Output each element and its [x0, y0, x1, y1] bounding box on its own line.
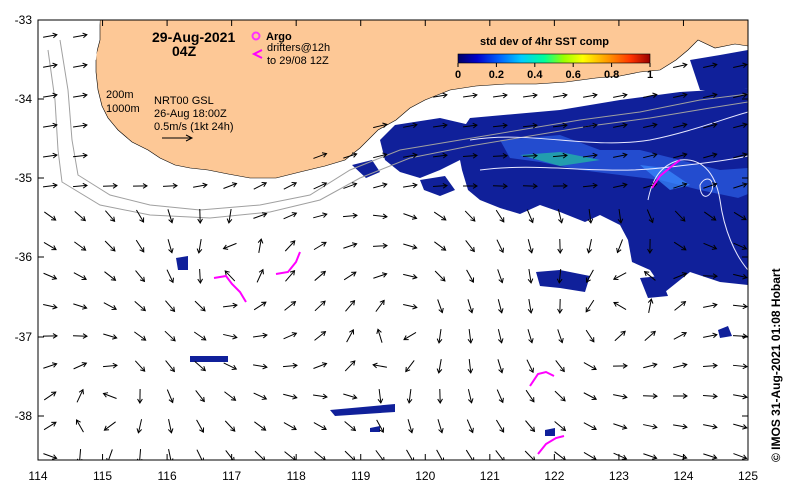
- argo-icon: [251, 31, 261, 41]
- argo-label: Argo: [266, 31, 292, 43]
- model-name: NRT00 GSL: [154, 95, 214, 107]
- info-block: 200m 1000m NRT00 GSL 26-Aug 18:00Z 0.5m/…: [106, 89, 233, 142]
- x-tick-label: 119: [351, 469, 370, 483]
- colorbar-tick-label: 1: [647, 69, 653, 81]
- drifters-line2: to 29/08 12Z: [267, 55, 329, 67]
- map-date: 29-Aug-2021: [152, 29, 235, 45]
- colorbar-tick-label: 0.8: [604, 69, 619, 81]
- x-tick-label: 120: [415, 469, 435, 483]
- y-tick-label: -35: [15, 171, 33, 185]
- vector-scale: 0.5m/s (1kt 24h): [154, 121, 233, 133]
- x-tick-label: 125: [738, 469, 758, 483]
- bathymetry-contours: [47, 39, 748, 219]
- y-tick-label: -38: [15, 409, 33, 423]
- x-tick-label: 117: [222, 469, 241, 483]
- x-tick-label: 121: [480, 469, 500, 483]
- x-axis: 114 115 116 117 118 119 120 121 122 123 124 125: [28, 20, 758, 483]
- colorbar-ramp: [457, 53, 651, 64]
- colorbar-tick-label: 0: [455, 69, 461, 81]
- colorbar-title: std dev of 4hr SST comp: [480, 36, 609, 48]
- y-axis: -33 -34 -35 -36 -37 -38: [15, 13, 748, 423]
- drifter-tracks: [213, 159, 681, 455]
- colorbar: std dev of 4hr SST comp 0 0.2 0.4 0.6 0.8 1: [455, 36, 653, 81]
- depth-1000-label: 1000m: [106, 103, 140, 115]
- plot-frame: [37, 19, 749, 461]
- sst-contours: [469, 111, 748, 271]
- x-tick-label: 123: [609, 469, 629, 483]
- x-tick-label: 115: [93, 469, 112, 483]
- credit-text: © IMOS 31-Aug-2021 01:08 Hobart: [769, 268, 783, 462]
- y-tick-label: -37: [15, 330, 33, 344]
- x-tick-label: 116: [158, 469, 177, 483]
- x-tick-label: 122: [544, 469, 564, 483]
- map-time: 04Z: [172, 43, 197, 59]
- depth-200-label: 200m: [106, 89, 134, 101]
- colorbar-tick-label: 0.2: [489, 69, 504, 81]
- y-tick-label: -36: [15, 250, 33, 264]
- y-tick-label: -34: [15, 92, 33, 106]
- x-tick-label: 118: [287, 469, 306, 483]
- y-tick-label: -33: [15, 13, 33, 27]
- current-vectors: [42, 32, 748, 460]
- sst-coverage: [120, 20, 748, 436]
- x-tick-label: 114: [28, 469, 47, 483]
- colorbar-tick-label: 0.4: [527, 69, 543, 81]
- float-legend: Argo drifters@12h to 29/08 12Z: [251, 31, 330, 67]
- drifter-icon: [251, 49, 263, 59]
- model-time: 26-Aug 18:00Z: [154, 108, 227, 120]
- drifters-line1: drifters@12h: [267, 42, 330, 54]
- x-tick-label: 124: [673, 469, 693, 483]
- colorbar-tick-label: 0.6: [566, 69, 581, 81]
